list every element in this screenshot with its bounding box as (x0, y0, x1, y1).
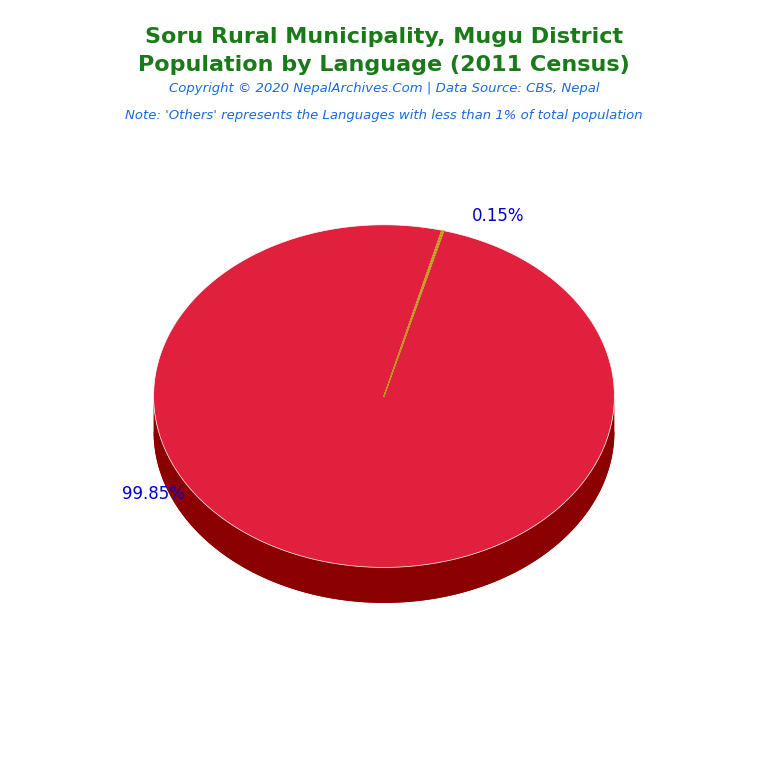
Text: Copyright © 2020 NepalArchives.Com | Data Source: CBS, Nepal: Copyright © 2020 NepalArchives.Com | Dat… (169, 82, 599, 95)
Polygon shape (154, 225, 614, 568)
Text: Soru Rural Municipality, Mugu District: Soru Rural Municipality, Mugu District (145, 27, 623, 47)
Polygon shape (154, 396, 614, 603)
Polygon shape (384, 230, 444, 396)
Text: 0.15%: 0.15% (472, 207, 524, 225)
Polygon shape (154, 432, 614, 603)
Text: 99.85%: 99.85% (122, 485, 185, 502)
Text: Population by Language (2011 Census): Population by Language (2011 Census) (138, 55, 630, 75)
Text: Note: 'Others' represents the Languages with less than 1% of total population: Note: 'Others' represents the Languages … (125, 109, 643, 122)
